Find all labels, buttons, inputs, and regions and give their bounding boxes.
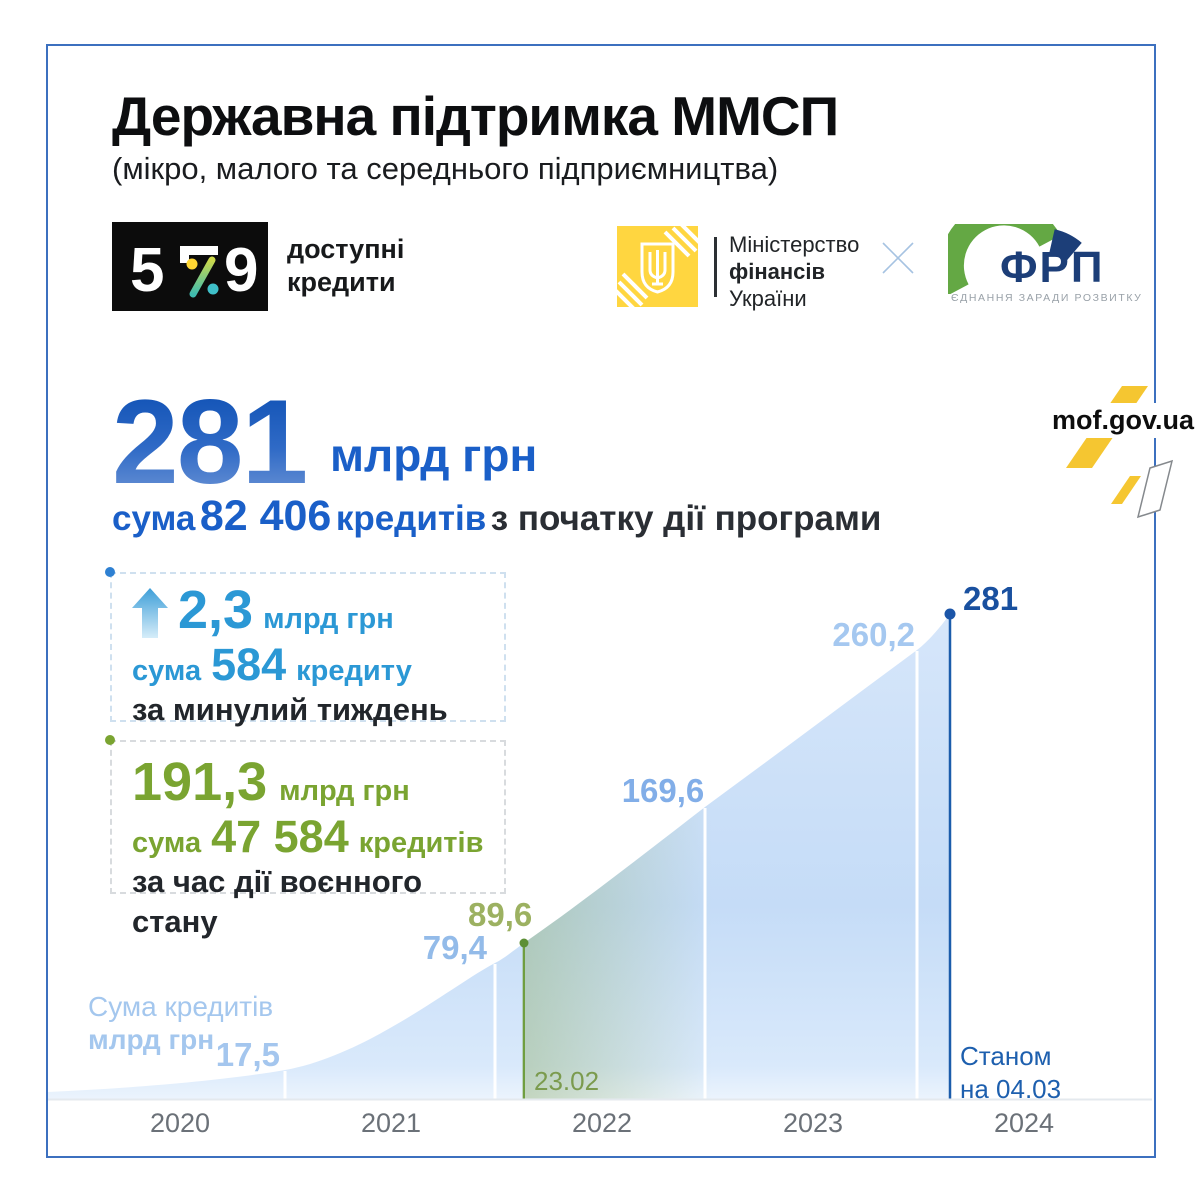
x-axis-year: 2022: [571, 1108, 633, 1138]
minfin-trident-icon: [617, 226, 698, 307]
loans-word: кредитів: [335, 499, 487, 538]
mof-watermark: mof.gov.ua: [1030, 382, 1200, 522]
minfin-line1: Міністерство: [729, 232, 860, 257]
wartime-value: 191,3: [132, 752, 268, 812]
wartime-count: 47 584: [211, 811, 349, 862]
loans-area-chart: [48, 608, 1152, 1101]
program-579-label: доступні кредити: [287, 233, 404, 299]
minfin-line2: фінансів: [729, 259, 826, 284]
war-date-label: 23.02: [534, 1066, 600, 1096]
weekly-unit: млрд грн: [263, 603, 394, 635]
chart-point-label: 89,6: [468, 896, 533, 933]
y-axis-label: Сума кредитів млрд грн: [88, 990, 273, 1056]
program-579-logo: 5 9: [112, 222, 268, 311]
arrow-up-icon: [132, 588, 168, 638]
chart-point-label: 260,2: [832, 616, 915, 653]
percent-slash-icon: [189, 256, 216, 298]
wartime-tint-band: [522, 614, 712, 1100]
weekly-box-dot: [105, 567, 115, 577]
x-axis-year: 2020: [149, 1108, 211, 1138]
x-axis-year: 2023: [782, 1108, 844, 1138]
chart-point-label: 169,6: [621, 772, 705, 809]
headline-value: 281: [112, 375, 308, 509]
asof-line1: Станом: [960, 1041, 1052, 1071]
frp-abbr: ФРП: [1000, 243, 1105, 292]
minfin-line3: України: [729, 286, 807, 311]
asof-marker-dot: [944, 608, 956, 620]
sum-word: сума: [112, 499, 196, 538]
label-line1: доступні: [287, 234, 405, 264]
weekly-box: 2,3 млрд грн сума 584 кредиту за минулий…: [110, 572, 506, 727]
minfin-divider: [714, 237, 717, 297]
mof-url-text: mof.gov.ua: [1046, 403, 1200, 438]
wartime-unit: млрд грн: [279, 775, 410, 807]
label-line2: кредити: [287, 267, 396, 297]
weekly-period: за минулий тиждень: [132, 692, 448, 727]
wartime-box-dot: [105, 735, 115, 745]
year-separator-lines: [283, 651, 919, 1100]
asof-label: Станом на 04.03: [960, 1040, 1061, 1106]
chart-point-label: 281: [963, 580, 1019, 617]
headline-unit: млрд грн: [330, 429, 538, 481]
asof-line2: на 04.03: [960, 1074, 1062, 1104]
digit-5: 5: [130, 236, 164, 305]
chart-point-label: 79,4: [422, 929, 487, 966]
weekly-count-word: кредиту: [296, 655, 412, 687]
page-subtitle: (мікро, малого та середнього підприємниц…: [112, 151, 779, 186]
area-fill: [48, 614, 950, 1100]
war-start-marker-dot: [519, 938, 529, 948]
wartime-period: за час дії воєнного стану: [132, 864, 423, 939]
ylabel-line2: млрд грн: [88, 1024, 215, 1055]
weekly-delta: 2,3: [178, 580, 254, 640]
headline-period: з початку дії програми: [490, 499, 882, 538]
weekly-sum-word: сума: [132, 655, 202, 687]
percent-dot-yellow-icon: [186, 258, 198, 270]
percent-dot-teal-icon: [207, 283, 219, 295]
x-separator-icon: [882, 242, 914, 274]
minfin-label: Міністерство фінансів України: [729, 231, 859, 312]
x-axis-year: 2021: [360, 1108, 422, 1138]
chart-point-label: 17,5: [215, 1036, 280, 1073]
digit-9: 9: [224, 236, 258, 305]
loans-count: 82 406: [199, 492, 332, 540]
ylabel-line1: Сума кредитів: [88, 991, 274, 1022]
card-frame: [46, 44, 1156, 1158]
wartime-count-word: кредитів: [358, 827, 484, 859]
x-axis-year: 2024: [993, 1108, 1055, 1138]
wartime-box: 191,3 млрд грн сума 47 584 кредитів за ч…: [110, 740, 506, 939]
wartime-sum-word: сума: [132, 827, 202, 859]
headline-sum-line: сума 82 406 кредитів з початку дії прогр…: [112, 492, 881, 541]
weekly-count: 584: [211, 639, 287, 690]
frp-arch-icon: [948, 224, 1082, 294]
frp-tagline: ЄДНАННЯ ЗАРАДИ РОЗВИТКУ: [951, 292, 1143, 304]
page-title: Державна підтримка ММСП: [112, 85, 839, 147]
